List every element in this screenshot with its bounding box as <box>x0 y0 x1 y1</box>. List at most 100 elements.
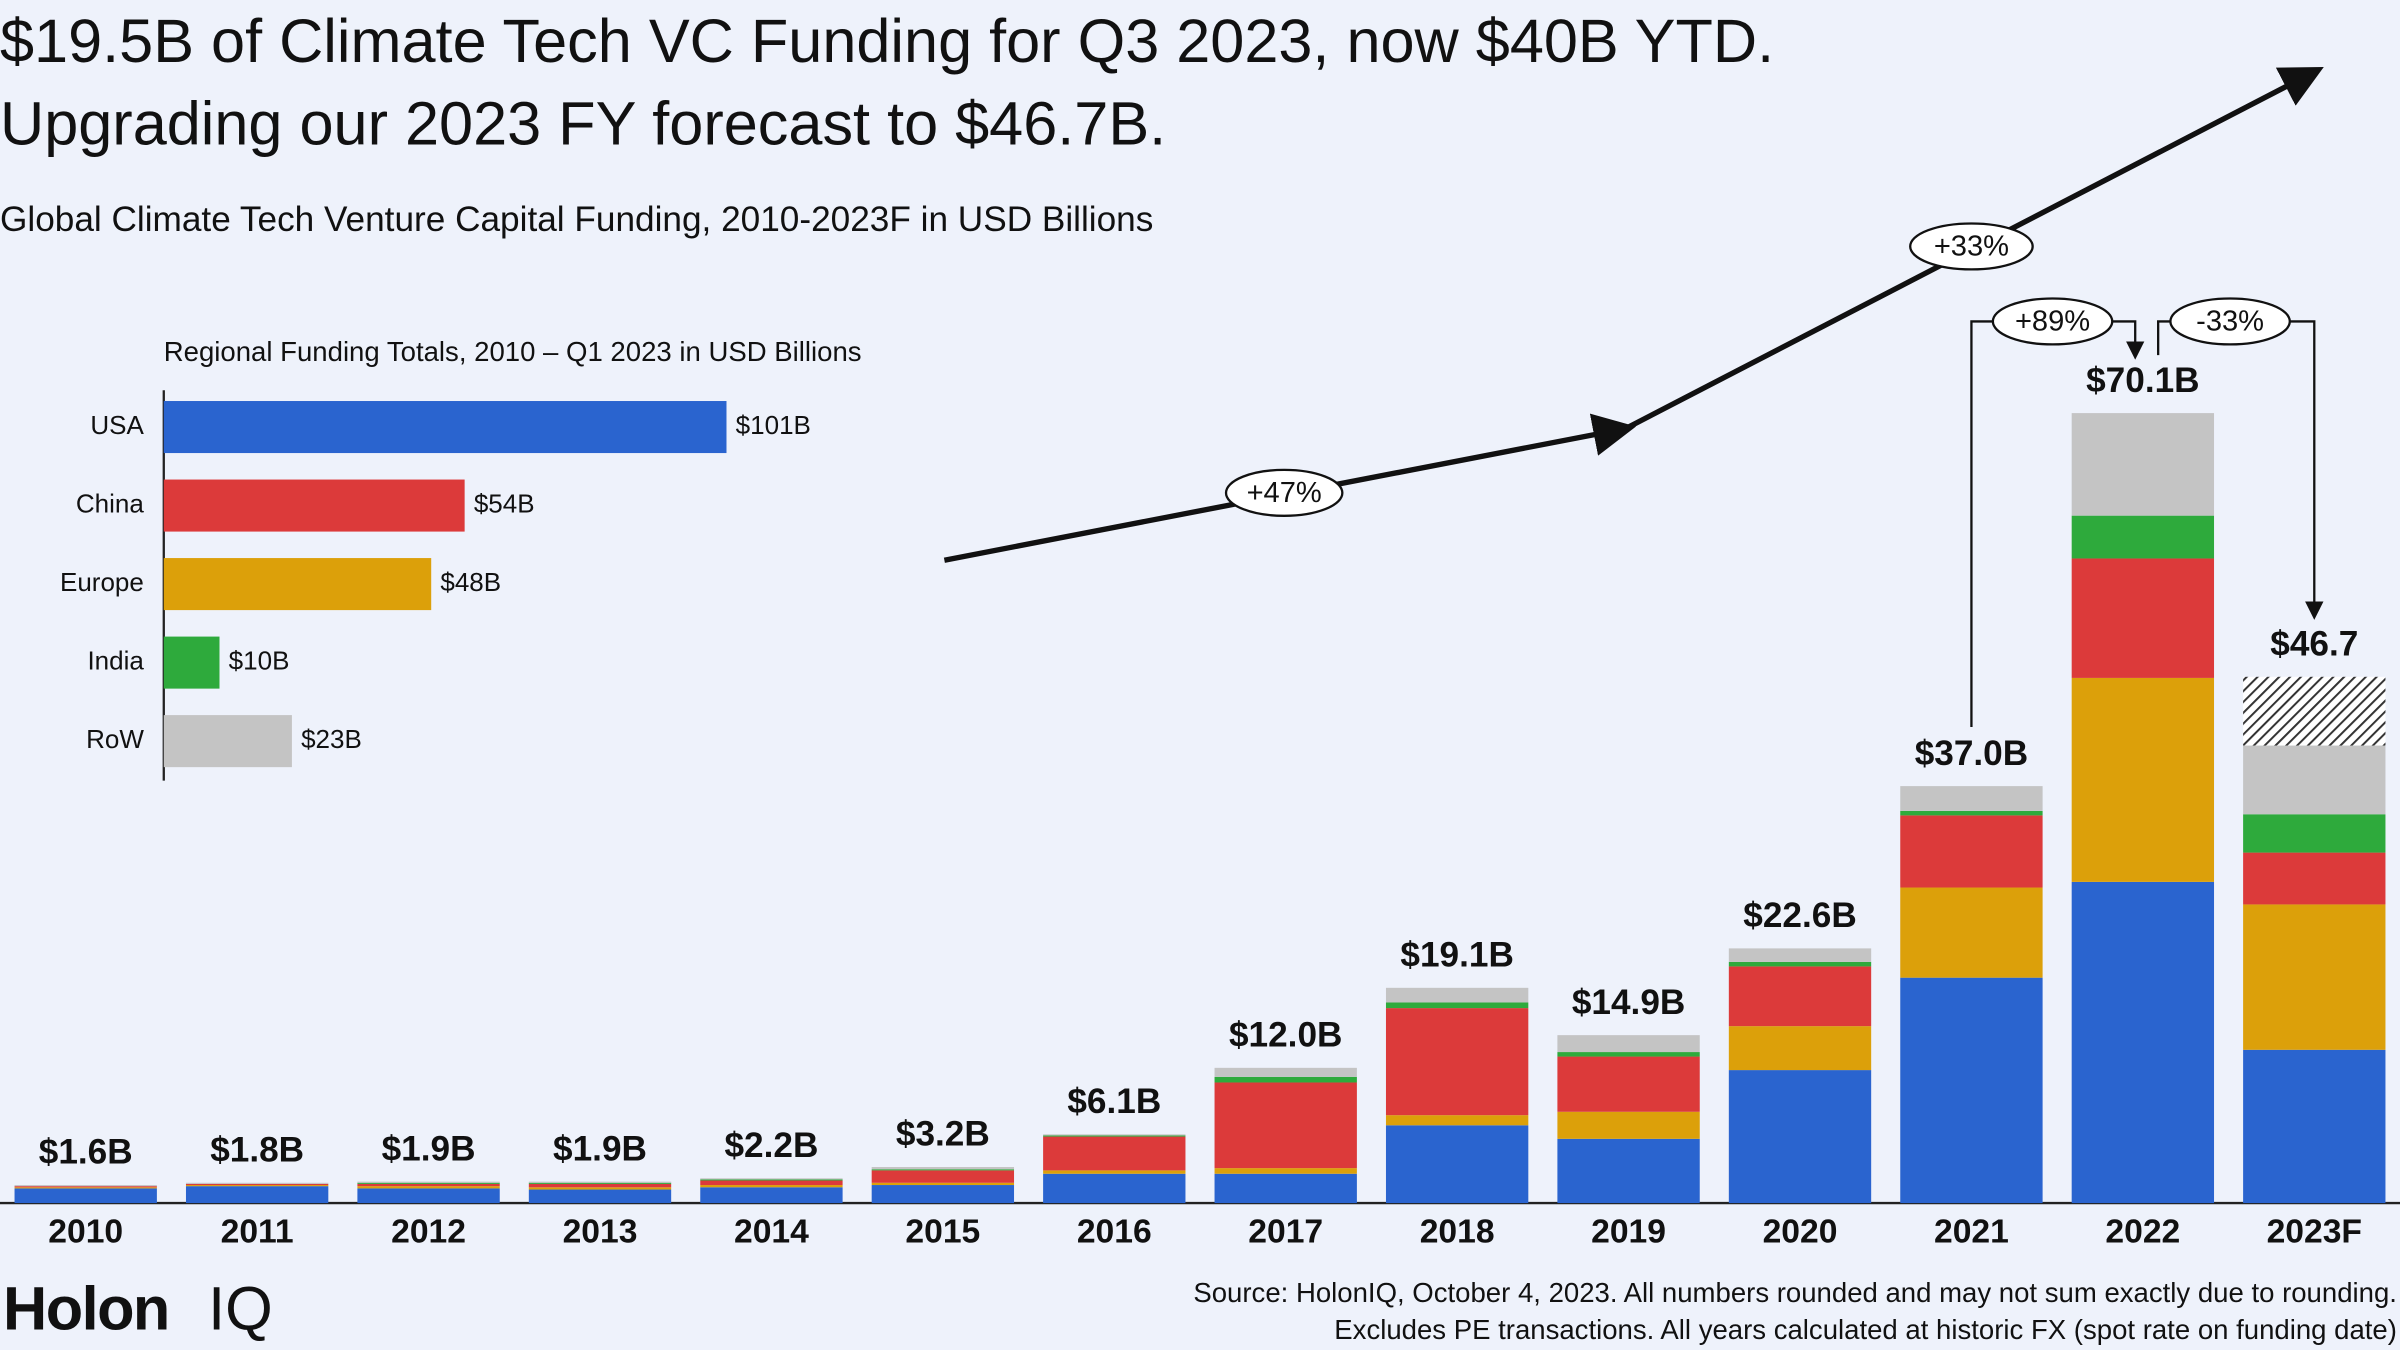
total-label: $12.0B <box>1229 1016 1342 1055</box>
bar-segment <box>1728 961 1872 967</box>
bar-segment <box>357 1181 500 1183</box>
bar-segment <box>2243 814 2386 853</box>
total-label: $2.2B <box>724 1126 818 1165</box>
x-tick-label: 2016 <box>1077 1214 1152 1251</box>
category-label: China <box>76 488 145 518</box>
logo: Holon <box>3 1274 169 1342</box>
x-tick-label: 2014 <box>734 1214 809 1251</box>
total-label: $19.1B <box>1400 936 1513 975</box>
total-label: $14.9B <box>1572 983 1685 1022</box>
annotation-bubble <box>2169 297 2291 346</box>
total-label: $1.9B <box>382 1129 476 1168</box>
bar-segment <box>1043 1135 1186 1137</box>
x-tick-label: 2018 <box>1420 1214 1495 1251</box>
bar-segment <box>185 1185 329 1187</box>
total-label: $6.1B <box>1067 1082 1161 1121</box>
bar-segment <box>1043 1136 1186 1171</box>
annotation: +47% <box>1247 477 1322 509</box>
bar-segment <box>1900 810 2043 816</box>
total-label: $70.1B <box>2086 361 2199 400</box>
bar-segment <box>1900 887 2043 978</box>
total-label: $3.2B <box>896 1115 990 1154</box>
bar-segment <box>1557 1056 1700 1112</box>
annotation-bubble <box>1224 468 1344 517</box>
bar-segment <box>2243 676 2386 746</box>
x-tick-label: 2011 <box>221 1214 294 1251</box>
bar-segment <box>700 1185 843 1188</box>
bar-segment <box>700 1179 843 1181</box>
x-tick-label: 2023F <box>2267 1214 2362 1251</box>
logo: IQ <box>208 1274 273 1342</box>
x-tick-label: 2020 <box>1763 1214 1838 1251</box>
bar <box>163 636 220 689</box>
bar-segment <box>1557 1035 1700 1053</box>
x-tick-label: 2012 <box>391 1214 466 1251</box>
bar-segment <box>1900 786 2043 811</box>
bar-segment <box>700 1178 843 1180</box>
bar-segment <box>528 1183 672 1188</box>
bar-segment <box>1728 966 1872 1027</box>
bar-segment <box>1043 1134 1186 1136</box>
bar-segment <box>1214 1082 1357 1169</box>
bar-segment <box>528 1187 672 1190</box>
annotation: +33% <box>1934 231 2009 263</box>
bar-segment <box>357 1183 500 1187</box>
category-label: RoW <box>86 724 144 754</box>
x-tick-label: 2021 <box>1934 1214 2009 1251</box>
x-tick-label: 2017 <box>1248 1214 1323 1251</box>
bar-segment <box>1900 815 2043 888</box>
bar-segment <box>2243 904 2386 1050</box>
bar-segment <box>357 1182 500 1184</box>
bar-segment <box>14 1186 157 1188</box>
bar-segment <box>1214 1067 1357 1077</box>
bar-segment <box>1385 1125 1529 1204</box>
bar-segment <box>2243 1049 2386 1204</box>
total-label: $37.0B <box>1915 734 2028 773</box>
annotation: +89% <box>2015 306 2090 338</box>
bar-segment <box>357 1186 500 1189</box>
bar-segment <box>700 1180 843 1186</box>
x-tick-label: 2015 <box>905 1214 980 1251</box>
bar-segment <box>528 1181 672 1183</box>
annotation-bubble <box>1909 222 2034 271</box>
annotations: +47% +33% +89% -33% <box>1224 222 2291 517</box>
bar-segment <box>1900 977 2043 1204</box>
bar-segment <box>1728 948 1872 962</box>
annotation: -33% <box>2196 306 2264 338</box>
source: Source: HolonIQ, October 4, 2023. All nu… <box>1193 1277 2397 1308</box>
bar-segment <box>871 1169 1015 1171</box>
bar-segment <box>1043 1173 1186 1204</box>
bar-segment <box>1385 1002 1529 1009</box>
title-line: Upgrading our 2023 FY forecast to $46.7B… <box>0 90 1166 158</box>
x-tick-label: 2019 <box>1591 1214 1666 1251</box>
inset-title: Regional Funding Totals, 2010 – Q1 2023 … <box>164 336 862 367</box>
bar-segment <box>2071 677 2215 882</box>
bar-segment <box>1728 1026 1872 1071</box>
total-label: $22.6B <box>1743 896 1856 935</box>
bar-segment <box>1557 1052 1700 1057</box>
bar-segment <box>528 1189 672 1204</box>
x-tick-label: 2013 <box>563 1214 638 1251</box>
bar-segment <box>871 1182 1015 1186</box>
value-label: $54B <box>474 488 535 518</box>
bar-segment <box>14 1185 157 1187</box>
total-label: $1.6B <box>39 1133 133 1172</box>
bar-segment <box>2071 881 2215 1204</box>
bar-segment <box>1214 1173 1357 1204</box>
bar-segment <box>1557 1138 1700 1204</box>
total-label: $46.7 <box>2270 624 2358 663</box>
bar-segment <box>871 1170 1015 1183</box>
value-label: $101B <box>736 410 811 440</box>
bar <box>163 401 727 454</box>
bar-segment <box>1385 1008 1529 1116</box>
source: Excludes PE transactions. All years calc… <box>1334 1314 2397 1345</box>
bar-segment <box>14 1188 157 1204</box>
bar-segment <box>2243 852 2386 905</box>
bar-segment <box>700 1187 843 1204</box>
annotation-bubble <box>1991 297 2114 346</box>
bar-segment <box>185 1183 329 1186</box>
bar-segment <box>14 1187 157 1189</box>
bar-segment <box>2071 558 2215 678</box>
category-label: India <box>87 645 144 675</box>
value-label: $23B <box>301 724 362 754</box>
